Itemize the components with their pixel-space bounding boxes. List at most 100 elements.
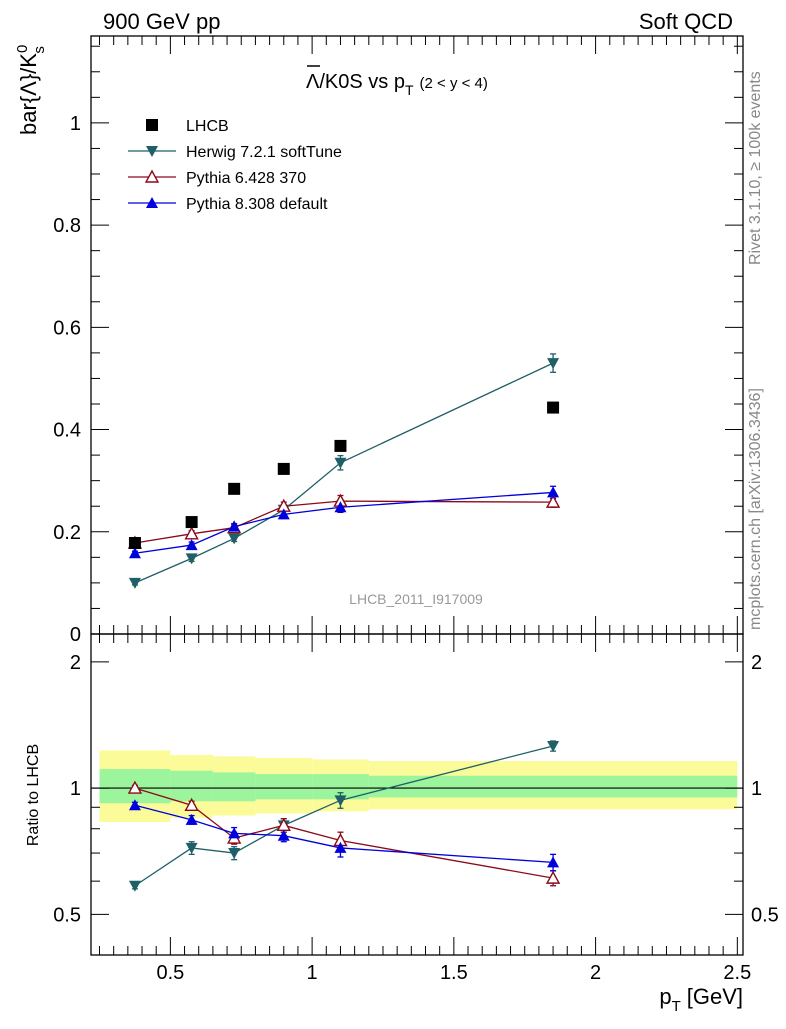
ratio-point-pythia8: [547, 856, 560, 868]
legend-label-pythia8: Pythia 8.308 default: [186, 196, 328, 213]
data-point-herwig: [334, 457, 347, 469]
data-point-lhcb: [228, 482, 241, 495]
data-point-lhcb: [128, 537, 141, 550]
data-point-lhcb: [334, 439, 347, 452]
data-point-herwig: [185, 553, 198, 565]
ratio-markers-herwig: [128, 740, 560, 892]
ratio-y-tick-label-left: 2: [70, 652, 81, 674]
data-point-lhcb: [547, 401, 560, 414]
legend-marker-herwig: [146, 146, 158, 157]
ratio-point-pythia8: [185, 813, 198, 825]
main-ylabel: bar{Λ}/K0s: [14, 45, 48, 135]
series-herwig: [131, 353, 557, 586]
legend-item-lhcb: LHCB: [146, 118, 229, 135]
ratio-frame: [90, 633, 744, 956]
mcplots-label: mcplots.cern.ch [arXiv:1306.3436]: [747, 388, 764, 630]
markers-lhcb: [128, 401, 560, 550]
ratio-x-tick-label: 2.5: [723, 962, 751, 984]
plot-title-cut: (2 < y < 4): [420, 75, 488, 92]
legend: LHCB Herwig 7.2.1 softTune Pythia 6.428 37…: [128, 118, 342, 213]
ratio-point-pythia8: [228, 827, 241, 839]
ratio-point-pythia6: [184, 797, 199, 811]
data-point-pythia6: [545, 494, 561, 508]
ratio-line-herwig: [134, 745, 554, 887]
series-line-pythia6: [134, 500, 554, 544]
ratio-y-tick-label-right: 1: [751, 778, 762, 800]
series-line-pythia8: [134, 491, 554, 554]
ratio-x-tick-label: 2: [590, 962, 601, 984]
data-point-pythia8: [277, 508, 290, 520]
data-point-lhcb: [277, 462, 290, 475]
header-left: 900 GeV pp: [103, 9, 220, 34]
markers-pythia8: [128, 486, 560, 559]
ratio-y-tick-label-right: 2: [751, 652, 762, 674]
ratio-panel: 0.5 0.5 1 1 2 2 0.5 1 1.5 2 2.5 Ratio to LHCB pT […: [25, 633, 779, 1015]
plot-title-sub: T: [405, 82, 414, 98]
main-ylabel-text: bar{Λ}/K: [16, 53, 41, 135]
ratio-markers-pythia8: [128, 799, 560, 868]
ratio-ylabel: Ratio to LHCB: [25, 744, 42, 846]
legend-label-pythia6: Pythia 6.428 370: [186, 170, 306, 187]
ratio-point-pythia6: [127, 780, 143, 794]
ratio-y-tick-label-left: 1: [70, 778, 81, 800]
data-point-pythia8: [228, 520, 241, 532]
data-point-pythia8: [334, 501, 347, 513]
ratio-line-pythia6: [134, 787, 554, 879]
ratio-point-herwig: [228, 848, 241, 860]
data-point-herwig: [547, 358, 560, 370]
ratio-x-tick-label: 0.5: [156, 962, 184, 984]
header-right: Soft QCD: [639, 9, 733, 34]
ratio-line-pythia8: [134, 804, 554, 864]
inner-band: [255, 774, 313, 800]
main-ylabel-sup: 0: [14, 45, 31, 53]
series-line-herwig: [134, 362, 554, 584]
plot-title-main: Λ/K0S vs p: [306, 71, 405, 93]
legend-marker-lhcb: [146, 119, 158, 131]
ratio-point-pythia8: [128, 799, 141, 811]
ratio-point-herwig: [334, 795, 347, 807]
legend-item-herwig: Herwig 7.2.1 softTune: [128, 144, 342, 161]
uncertainty-bands: [99, 750, 738, 823]
data-point-pythia8: [128, 547, 141, 559]
main-y-tick-label: 0.2: [53, 522, 81, 544]
markers-herwig: [128, 358, 560, 589]
main-y-tick-label: 1: [70, 113, 81, 135]
legend-item-pythia8: Pythia 8.308 default: [128, 196, 328, 213]
main-y-tick-label: 0.8: [53, 215, 81, 237]
main-panel: 0 0.2 0.4 0.6 0.8 1 Λ/K0S vs pT (2 < y < 4) LH…: [14, 35, 744, 646]
main-y-tick-label: 0.4: [53, 420, 81, 442]
data-point-herwig: [128, 577, 141, 589]
rivet-label: Rivet 3.1.10, ≥ 100k events: [747, 71, 764, 265]
legend-marker-pythia6: [144, 169, 160, 183]
inner-band: [212, 772, 256, 802]
data-point-herwig: [228, 533, 241, 545]
ratio-xlabel-text: p: [659, 984, 671, 1009]
ratio-point-pythia6: [545, 870, 561, 884]
data-point-pythia6: [184, 526, 199, 540]
ratio-xlabel-unit: [GeV]: [687, 984, 743, 1009]
ratio-y-tick-label-right: 0.5: [751, 904, 779, 926]
inner-band: [170, 770, 213, 802]
ratio-x-tick-label: 1: [307, 962, 318, 984]
ratio-point-herwig: [547, 740, 560, 752]
ratio-xlabel: pT [GeV]: [659, 984, 743, 1015]
ratio-point-herwig: [185, 842, 198, 854]
legend-label-herwig: Herwig 7.2.1 softTune: [186, 144, 342, 161]
inner-band: [368, 775, 738, 798]
main-ylabel-sub: s: [31, 46, 48, 54]
main-y-tick-label: 0: [70, 624, 81, 646]
ratio-x-tick-label: 1.5: [440, 962, 468, 984]
ratio-point-pythia8: [334, 841, 347, 853]
ratio-xlabel-sub: T: [672, 998, 681, 1015]
data-point-pythia8: [185, 539, 198, 551]
legend-marker-pythia8: [146, 197, 158, 208]
legend-label-lhcb: LHCB: [186, 118, 229, 135]
legend-item-pythia6: Pythia 6.428 370: [128, 169, 306, 187]
data-point-pythia8: [547, 486, 560, 498]
watermark: LHCB_2011_I917009: [349, 591, 483, 607]
plot-title: Λ/K0S vs pT (2 < y < 4): [306, 71, 488, 98]
data-point-lhcb: [185, 516, 198, 529]
ratio-point-pythia8: [277, 829, 290, 841]
